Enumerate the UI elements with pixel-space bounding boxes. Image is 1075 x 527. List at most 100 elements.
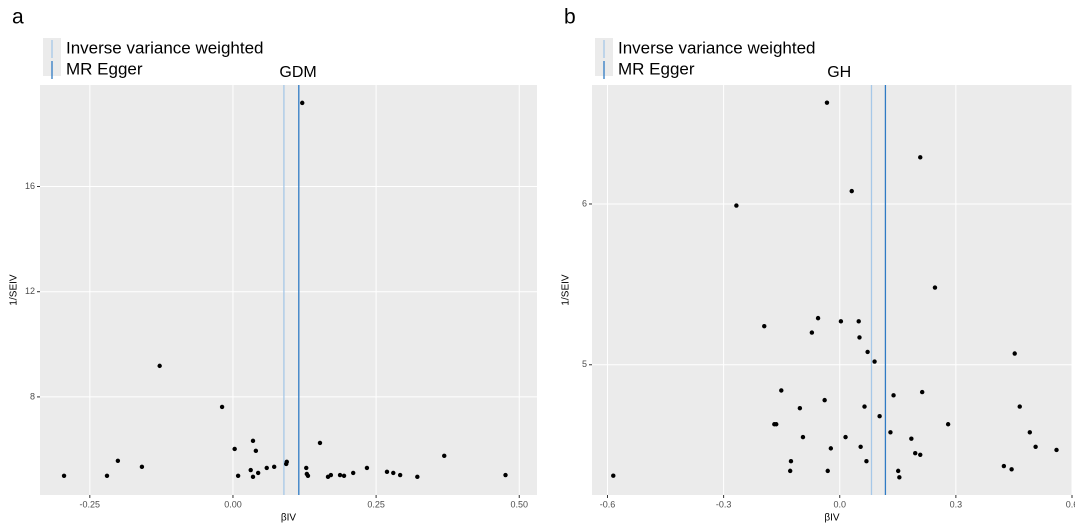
point <box>442 453 447 459</box>
point <box>857 335 862 340</box>
point <box>822 397 827 403</box>
point <box>503 472 508 478</box>
point <box>264 465 269 471</box>
point <box>157 363 162 369</box>
point <box>800 434 806 440</box>
point <box>253 448 259 454</box>
point <box>932 285 938 290</box>
point <box>891 393 896 398</box>
point <box>913 450 918 456</box>
y-tick-label: 16 <box>25 181 35 191</box>
point <box>865 349 870 355</box>
point <box>897 475 902 480</box>
point <box>918 155 923 160</box>
legend-label: MR Egger <box>618 59 695 78</box>
point <box>762 323 767 329</box>
point <box>809 330 815 335</box>
point <box>255 470 261 476</box>
point <box>304 465 309 471</box>
point <box>1027 430 1033 435</box>
y-tick-label: 6 <box>582 198 587 208</box>
x-tick-label: -0.25 <box>80 499 101 509</box>
point <box>248 467 253 473</box>
point <box>328 472 334 478</box>
point <box>788 459 794 464</box>
point <box>945 422 951 427</box>
x-tick-label: -0.3 <box>716 499 732 509</box>
point <box>797 405 803 411</box>
point <box>1012 351 1017 356</box>
point <box>895 468 901 474</box>
point <box>858 444 863 449</box>
point <box>250 474 256 480</box>
point <box>918 452 923 458</box>
point <box>61 473 67 479</box>
point <box>1001 463 1007 469</box>
point <box>271 464 277 470</box>
point <box>838 319 844 324</box>
x-axis-label: βIV <box>824 513 840 524</box>
x-tick-label: 0.0 <box>833 499 846 509</box>
point <box>397 472 403 478</box>
y-tick-label: 5 <box>582 359 587 369</box>
point <box>284 459 289 465</box>
y-tick-label: 12 <box>25 286 35 296</box>
point <box>864 459 869 464</box>
point <box>1009 467 1014 472</box>
legend-label: Inverse variance weighted <box>618 38 816 57</box>
x-tick-label: 0.6 <box>1066 499 1075 509</box>
point <box>843 434 848 440</box>
point <box>1054 447 1059 453</box>
legend-label: MR Egger <box>66 59 143 78</box>
point <box>391 470 396 476</box>
x-tick-label: 0.00 <box>224 499 242 509</box>
point <box>734 203 739 208</box>
point <box>862 404 867 409</box>
point <box>337 472 343 478</box>
x-tick-label: 0.50 <box>510 499 528 509</box>
y-axis-label: 1/SEIV <box>561 274 572 305</box>
point <box>317 440 323 446</box>
point <box>919 389 925 395</box>
panel-label: a <box>12 6 24 29</box>
plot-panel <box>592 85 1072 495</box>
point <box>849 188 854 194</box>
point <box>888 430 893 435</box>
point <box>364 465 370 471</box>
point <box>341 473 347 479</box>
point <box>104 473 110 479</box>
point <box>872 359 877 364</box>
x-tick-label: -0.6 <box>600 499 616 509</box>
point <box>774 422 779 427</box>
point <box>115 458 121 464</box>
point <box>909 436 914 441</box>
point <box>384 469 390 475</box>
chart-title: GH <box>827 64 851 81</box>
point <box>300 100 305 106</box>
point <box>219 404 225 410</box>
x-axis-label: βIV <box>281 513 297 524</box>
point <box>305 473 311 479</box>
plot-panel <box>40 85 537 495</box>
point <box>611 473 616 478</box>
point <box>1033 444 1038 449</box>
point <box>415 474 420 480</box>
point <box>351 470 356 476</box>
point <box>1017 404 1022 409</box>
panel-label: b <box>564 6 576 29</box>
point <box>779 388 784 393</box>
chart-title: GDM <box>279 64 316 81</box>
point <box>235 473 241 479</box>
point <box>787 468 793 474</box>
x-tick-label: 0.3 <box>950 499 963 509</box>
point <box>856 319 861 324</box>
point <box>815 315 821 321</box>
x-tick-label: 0.25 <box>367 499 385 509</box>
point <box>232 446 237 452</box>
point <box>824 100 830 105</box>
y-axis-label: 1/SEIV <box>9 274 20 305</box>
point <box>828 446 834 451</box>
point <box>825 468 830 474</box>
legend-label: Inverse variance weighted <box>66 38 264 57</box>
point <box>250 438 256 444</box>
